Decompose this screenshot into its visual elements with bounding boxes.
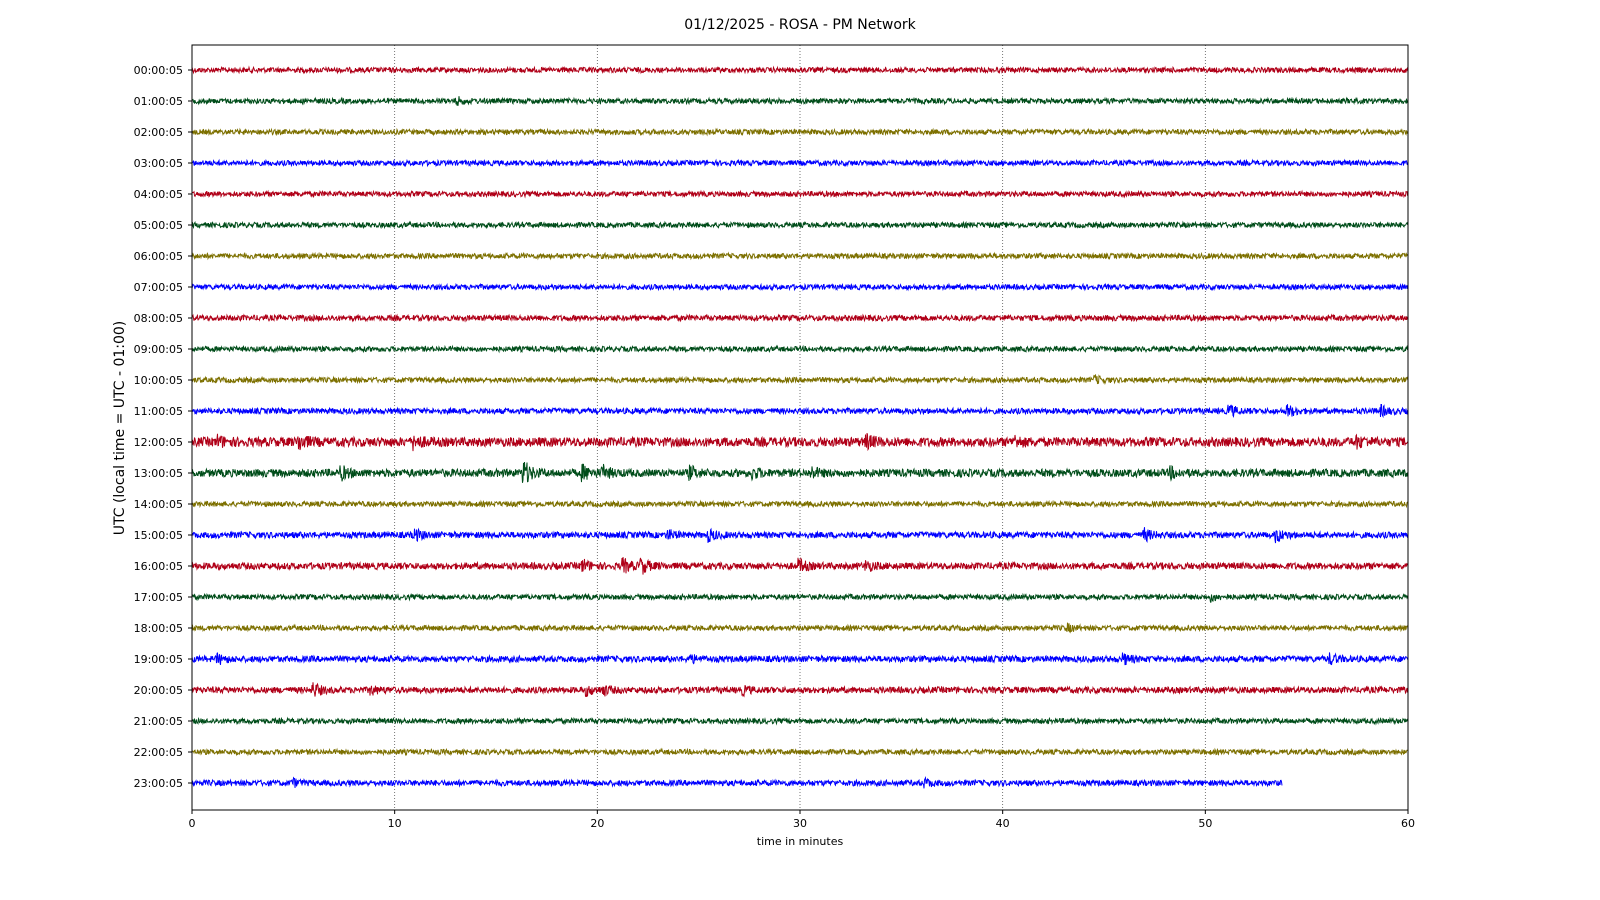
trace-06-00-05	[191, 251, 1409, 261]
y-tick-label: 04:00:05	[134, 188, 183, 201]
trace-10-00-05	[191, 374, 1409, 385]
traces	[191, 65, 1409, 789]
y-tick-label: 15:00:05	[134, 529, 183, 542]
trace-12-00-05	[191, 433, 1409, 452]
chart-title: 01/12/2025 - ROSA - PM Network	[684, 17, 916, 33]
trace-16-00-05	[191, 556, 1409, 575]
grid-lines	[394, 45, 1206, 810]
y-tick-label: 10:00:05	[134, 374, 183, 387]
y-axis-label: UTC (local time = UTC - 01:00)	[112, 321, 128, 536]
trace-19-00-05	[191, 652, 1409, 666]
y-tick-label: 01:00:05	[134, 95, 183, 108]
trace-22-00-05	[191, 747, 1409, 757]
trace-13-00-05	[191, 461, 1409, 483]
trace-00-00-05	[191, 65, 1409, 75]
x-tick-label: 20	[590, 817, 604, 830]
trace-21-00-05	[191, 716, 1409, 726]
x-axis-label: time in minutes	[757, 835, 844, 848]
y-tick-label: 23:00:05	[134, 777, 183, 790]
trace-17-00-05	[191, 592, 1409, 603]
y-tick-label: 09:00:05	[134, 343, 183, 356]
y-tick-label: 03:00:05	[134, 157, 183, 170]
y-tick-label: 08:00:05	[134, 312, 183, 325]
trace-03-00-05	[191, 158, 1409, 168]
y-tick-label: 07:00:05	[134, 281, 183, 294]
trace-07-00-05	[191, 282, 1409, 292]
y-tick-label: 00:00:05	[134, 64, 183, 77]
trace-08-00-05	[191, 313, 1409, 323]
trace-23-00-05	[191, 775, 1283, 789]
x-tick-label: 60	[1401, 817, 1415, 830]
trace-18-00-05	[191, 622, 1409, 634]
y-tick-label: 17:00:05	[134, 591, 183, 604]
y-tick-label: 11:00:05	[134, 405, 183, 418]
x-tick-label: 30	[793, 817, 807, 830]
y-tick-label: 20:00:05	[134, 684, 183, 697]
x-tick-label: 50	[1198, 817, 1212, 830]
trace-11-00-05	[191, 404, 1409, 419]
plot-frame	[191, 44, 1409, 811]
y-tick-label: 12:00:05	[134, 436, 183, 449]
y-tick-label: 05:00:05	[134, 219, 183, 232]
trace-20-00-05	[191, 682, 1409, 698]
trace-04-00-05	[191, 189, 1409, 199]
y-tick-label: 02:00:05	[134, 126, 183, 139]
trace-02-00-05	[191, 127, 1409, 137]
x-tick-label: 40	[996, 817, 1010, 830]
trace-14-00-05	[191, 499, 1409, 509]
y-tick-label: 16:00:05	[134, 560, 183, 573]
y-tick-label: 06:00:05	[134, 250, 183, 263]
trace-09-00-05	[191, 344, 1409, 354]
y-axis-ticks: 00:00:05 01:00:05 02:00:05 03:00:05 04:00:05…	[134, 64, 192, 790]
trace-15-00-05	[191, 527, 1409, 544]
x-tick-label: 0	[189, 817, 196, 830]
y-tick-label: 13:00:05	[134, 467, 183, 480]
x-axis-ticks: 0 10 20 30 40 50 60	[189, 810, 1415, 830]
y-tick-label: 14:00:05	[134, 498, 183, 511]
y-tick-label: 19:00:05	[134, 653, 183, 666]
y-tick-label: 18:00:05	[134, 622, 183, 635]
trace-05-00-05	[191, 220, 1409, 230]
y-tick-label: 22:00:05	[134, 746, 183, 759]
trace-01-00-05	[191, 96, 1409, 106]
x-tick-label: 10	[388, 817, 402, 830]
y-tick-label: 21:00:05	[134, 715, 183, 728]
